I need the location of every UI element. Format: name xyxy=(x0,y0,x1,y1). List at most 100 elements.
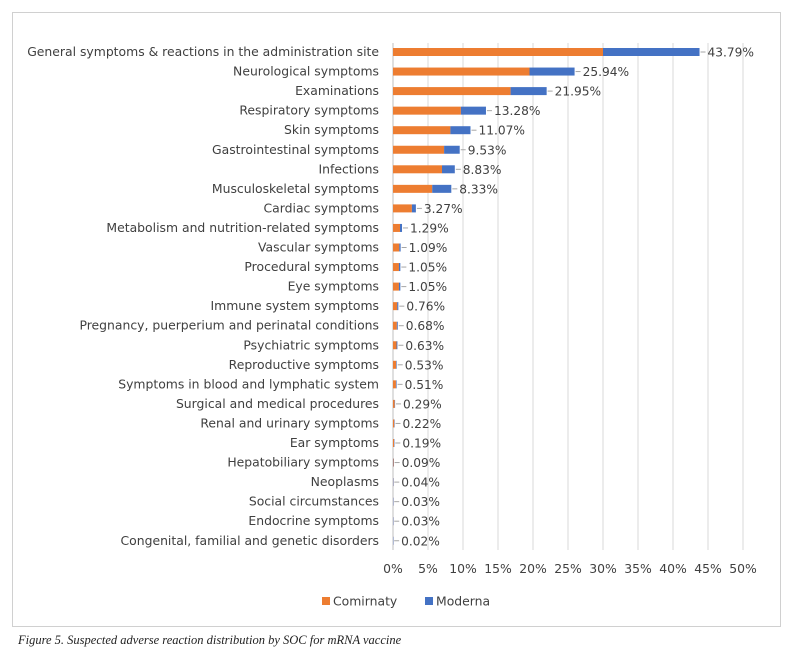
category-labels: General symptoms & reactions in the admi… xyxy=(27,44,379,548)
data-label: 1.05% xyxy=(408,280,447,294)
bar-moderna xyxy=(432,184,452,193)
bar-comirnaty xyxy=(393,165,442,174)
category-label: General symptoms & reactions in the admi… xyxy=(27,44,379,59)
bar-comirnaty xyxy=(393,48,603,56)
data-label: 8.83% xyxy=(463,163,502,177)
data-label: 0.22% xyxy=(403,417,442,431)
data-label: 8.33% xyxy=(459,182,498,196)
category-label: Neoplasms xyxy=(311,474,379,489)
x-tick-label: 0% xyxy=(383,561,403,576)
data-label: 0.63% xyxy=(405,339,444,353)
category-label: Congenital, familial and genetic disorde… xyxy=(121,533,380,548)
category-label: Hepatobiliary symptoms xyxy=(227,455,379,470)
bar-comirnaty xyxy=(393,399,395,408)
bar-moderna xyxy=(444,145,460,154)
bar-moderna xyxy=(397,302,399,311)
legend-swatch-moderna xyxy=(425,597,433,605)
bar-comirnaty xyxy=(393,87,511,96)
x-tick-label: 45% xyxy=(694,561,722,576)
data-label: 3.27% xyxy=(424,202,463,216)
category-label: Respiratory symptoms xyxy=(239,103,379,118)
bar-chart: General symptoms & reactions in the admi… xyxy=(27,43,757,609)
x-tick-label: 5% xyxy=(418,561,438,576)
x-tick-label: 35% xyxy=(624,561,652,576)
category-label: Procedural symptoms xyxy=(244,259,379,274)
category-label: Gastrointestinal symptoms xyxy=(212,142,379,157)
category-label: Surgical and medical procedures xyxy=(176,396,379,411)
bar-comirnaty xyxy=(393,106,461,115)
data-label: 25.94% xyxy=(583,65,629,79)
data-label: 9.53% xyxy=(468,143,507,157)
bar-comirnaty xyxy=(393,204,412,213)
x-tick-label: 30% xyxy=(589,561,617,576)
bar-comirnaty xyxy=(393,223,400,232)
x-tick-label: 40% xyxy=(659,561,687,576)
category-label: Ear symptoms xyxy=(290,435,379,450)
category-label: Skin symptoms xyxy=(284,122,379,137)
bar-moderna xyxy=(442,165,455,174)
bar-comirnaty xyxy=(393,282,399,291)
bar-moderna xyxy=(510,87,547,96)
legend-label: Comirnaty xyxy=(333,594,397,609)
x-tick-labels: 0% 5% 10% 15% 20% 25% 30% 35% 40% 45% 50% xyxy=(383,561,757,576)
data-label: 0.02% xyxy=(401,534,440,548)
x-tick-label: 10% xyxy=(449,561,477,576)
data-label: 0.03% xyxy=(401,515,440,529)
data-label: 1.05% xyxy=(408,261,447,275)
bar-moderna xyxy=(396,321,398,330)
data-label: 0.19% xyxy=(402,437,441,451)
x-tick-label: 20% xyxy=(519,561,547,576)
x-tick-label: 15% xyxy=(484,561,512,576)
bar-moderna xyxy=(395,380,397,389)
data-label: 0.68% xyxy=(406,319,445,333)
category-label: Vascular symptoms xyxy=(258,240,379,255)
category-label: Metabolism and nutrition-related symptom… xyxy=(106,220,379,235)
bar-comirnaty xyxy=(393,380,396,389)
data-label: 13.28% xyxy=(494,104,540,118)
bar-moderna xyxy=(411,204,416,213)
data-label: 1.29% xyxy=(410,221,449,235)
data-label: 0.53% xyxy=(405,358,444,372)
data-label: 0.51% xyxy=(405,378,444,392)
bar-comirnaty xyxy=(393,321,397,330)
data-label: 0.03% xyxy=(401,495,440,509)
bar-comirnaty xyxy=(393,126,451,135)
bars xyxy=(393,48,700,545)
data-label: 0.04% xyxy=(401,476,440,490)
category-label: Pregnancy, puerperium and perinatal cond… xyxy=(79,318,379,333)
bar-moderna xyxy=(450,126,471,135)
bar-moderna xyxy=(399,243,401,252)
bar-moderna xyxy=(529,67,575,76)
category-label: Musculoskeletal symptoms xyxy=(212,181,379,196)
category-label: Eye symptoms xyxy=(288,279,379,294)
data-label: 21.95% xyxy=(555,85,601,99)
bar-moderna xyxy=(603,48,700,56)
category-label: Examinations xyxy=(295,83,379,98)
category-label: Neurological symptoms xyxy=(233,64,379,79)
bar-comirnaty xyxy=(393,243,400,252)
figure-caption: Figure 5. Suspected adverse reaction dis… xyxy=(18,633,402,647)
x-tick-label: 50% xyxy=(729,561,757,576)
category-label: Endocrine symptoms xyxy=(248,513,379,528)
data-labels: 43.79% 25.94% 21.95% 13.28% 11.07% 9.53% 8.83%… xyxy=(394,46,754,548)
x-tick-label: 25% xyxy=(554,561,582,576)
bar-moderna xyxy=(460,106,486,115)
category-label: Symptoms in blood and lymphatic system xyxy=(118,376,379,391)
bar-comirnaty xyxy=(393,67,530,76)
category-label: Cardiac symptoms xyxy=(264,200,379,215)
bar-comirnaty xyxy=(393,439,395,447)
gridlines xyxy=(427,43,744,550)
category-label: Immune system symptoms xyxy=(211,298,379,313)
bar-moderna xyxy=(398,263,401,272)
bar-comirnaty xyxy=(393,302,398,311)
category-label: Renal and urinary symptoms xyxy=(200,415,379,430)
bar-comirnaty xyxy=(393,263,399,272)
bar-moderna xyxy=(400,223,403,232)
bar-moderna xyxy=(398,282,401,291)
bar-comirnaty xyxy=(393,360,397,369)
bar-moderna xyxy=(396,360,397,369)
legend-swatch-comirnaty xyxy=(322,597,330,605)
data-label: 0.09% xyxy=(402,456,441,470)
bar-comirnaty xyxy=(393,145,445,154)
data-label: 11.07% xyxy=(478,124,524,138)
